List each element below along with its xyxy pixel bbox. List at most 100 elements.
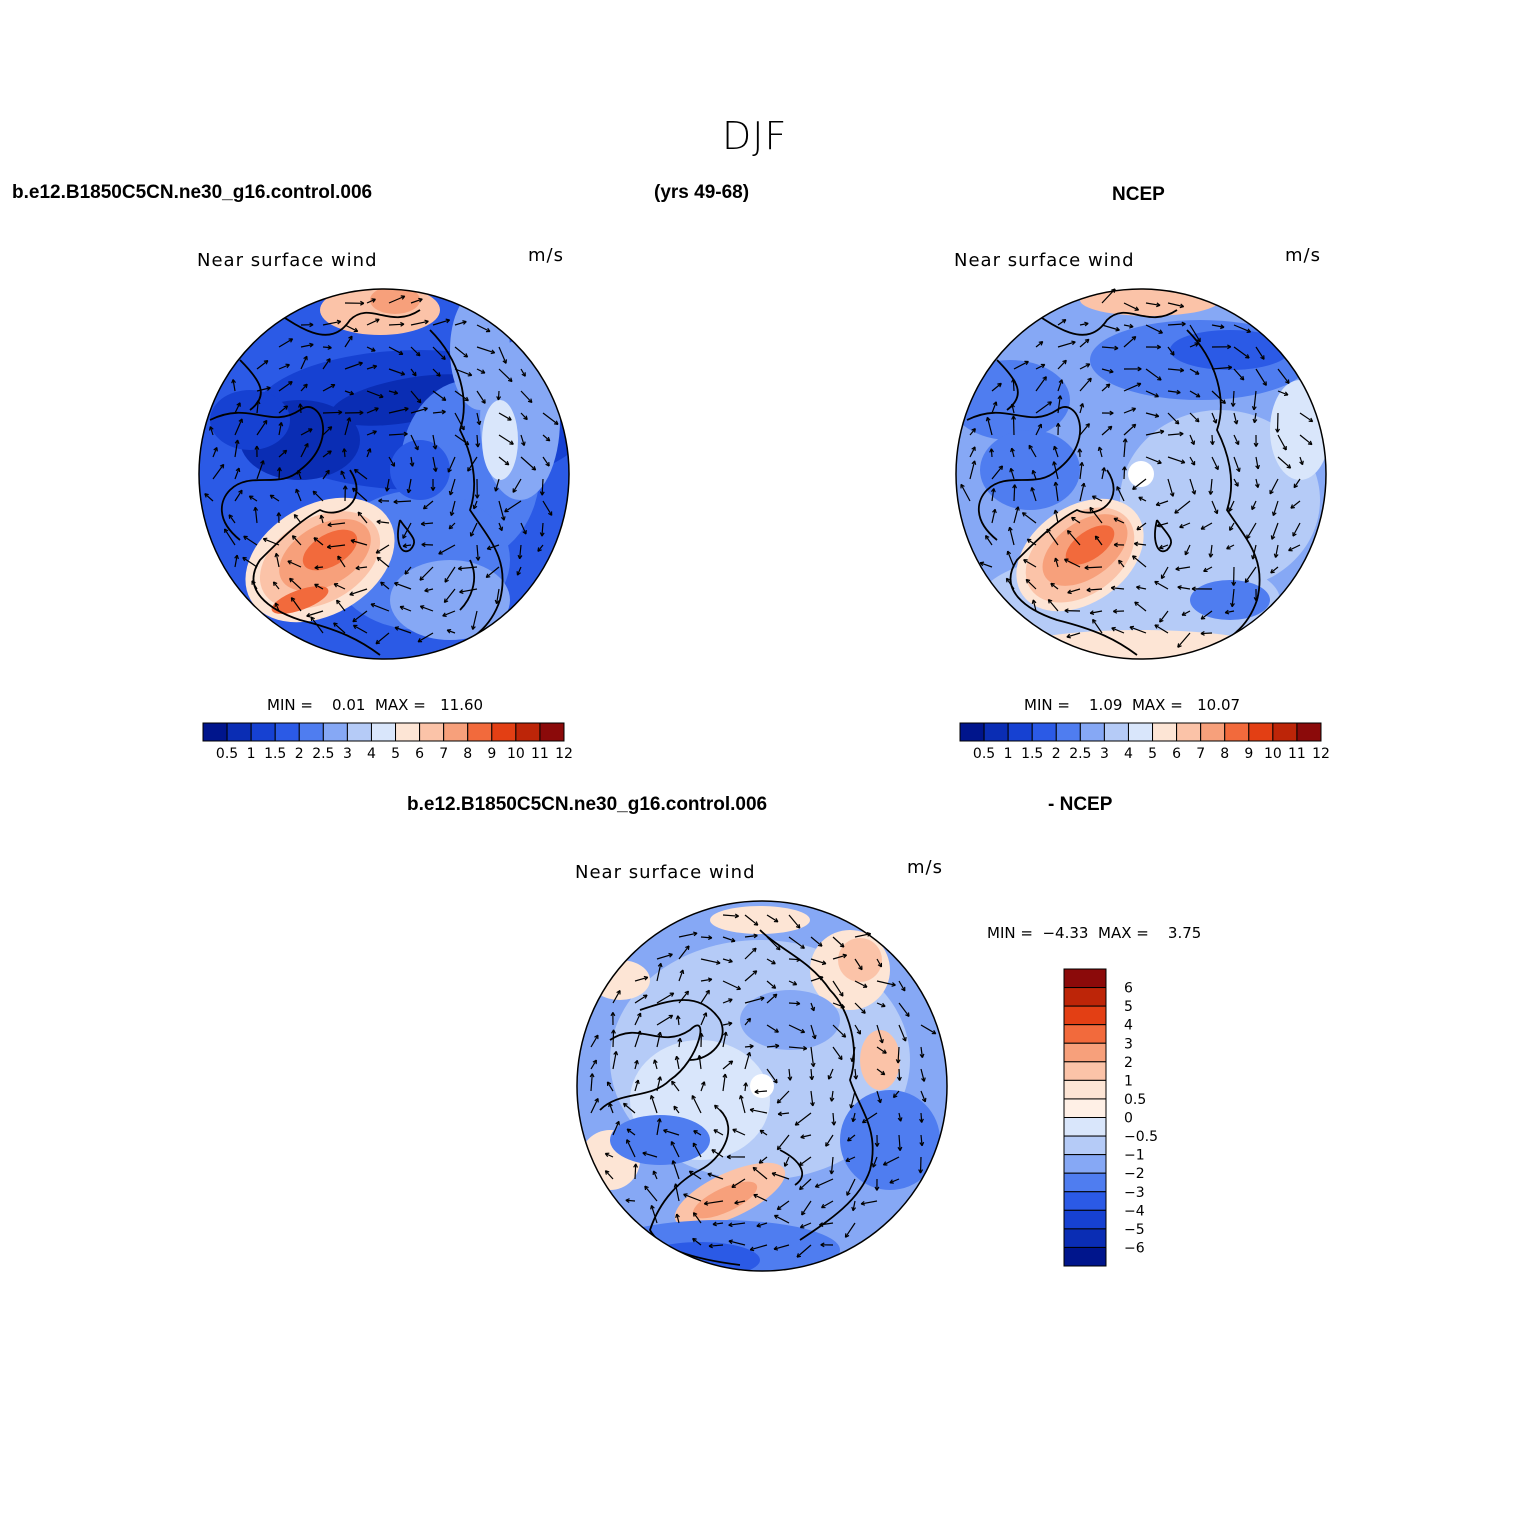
wind-vector-head: [1110, 587, 1115, 591]
wind-vector: [704, 1200, 724, 1205]
colorbar-tick-label: 11: [1288, 746, 1306, 762]
wind-vector: [766, 914, 779, 923]
wind-vector-head: [325, 469, 330, 473]
wind-vector: [728, 1222, 746, 1226]
wind-vector: [312, 490, 324, 502]
colorbar-box: [298, 722, 324, 742]
wind-vector-head: [555, 420, 559, 425]
wind-vector: [1057, 359, 1067, 370]
wind-vector-head: [303, 355, 308, 360]
wind-vector: [212, 447, 218, 458]
max-value: 10.07: [1197, 696, 1241, 714]
wind-vector: [410, 320, 429, 326]
wind-vector-head: [366, 448, 371, 452]
wind-vector: [876, 980, 896, 986]
wind-vector: [1156, 522, 1169, 527]
wind-vector: [520, 412, 528, 420]
wind-vector-head: [876, 1186, 880, 1191]
wind-vector-head: [1180, 303, 1185, 308]
wind-vector-head: [1089, 507, 1092, 512]
wind-vector-head: [851, 1058, 855, 1063]
wind-vector-head: [683, 1193, 687, 1198]
wind-vector: [700, 989, 710, 1004]
wind-vector: [708, 1244, 724, 1247]
wind-vector: [388, 407, 409, 414]
colorbar-box: [1176, 722, 1202, 742]
wind-vector-head: [1122, 466, 1126, 471]
wind-vector: [898, 1002, 910, 1017]
colorbar-tick-label: −5: [1124, 1222, 1145, 1238]
wind-vector-head: [907, 1012, 910, 1017]
wind-vector: [1233, 324, 1251, 333]
wind-vector: [278, 364, 290, 370]
colorbar-tick-label: 12: [555, 746, 573, 762]
wind-vector: [851, 1046, 856, 1062]
wind-vector-head: [1031, 470, 1034, 475]
wind-vector-head: [1177, 645, 1182, 648]
wind-vector-head: [404, 406, 409, 410]
colorbar-tick-label: 2.5: [312, 746, 334, 762]
wind-vector: [1079, 423, 1090, 436]
wind-vector-head: [772, 993, 777, 996]
wind-vector: [675, 1056, 680, 1070]
wind-vector: [300, 343, 314, 348]
wind-vector: [985, 535, 993, 546]
wind-vector-head: [517, 572, 521, 576]
wind-vector-head: [1057, 395, 1061, 400]
wind-vector: [734, 1200, 746, 1204]
wind-vector: [799, 1178, 812, 1191]
colorbar-box: [1063, 1209, 1107, 1230]
wind-vector: [1253, 390, 1257, 411]
wind-vector-head: [462, 320, 467, 323]
wind-vector: [653, 1059, 658, 1070]
wind-vector: [1111, 587, 1125, 590]
wind-vector: [1022, 512, 1037, 524]
wind-vector: [423, 500, 434, 510]
wind-vector: [711, 1149, 724, 1158]
wind-vector: [920, 1024, 937, 1035]
wind-vector-head: [282, 449, 287, 452]
wind-vector-head: [1053, 557, 1057, 563]
wind-vector-head: [1090, 612, 1095, 616]
wind-vector: [322, 426, 333, 436]
wind-vector-head: [814, 1034, 817, 1039]
wind-vector: [1174, 500, 1191, 514]
wind-vector: [744, 947, 757, 960]
colorbar-tick-label: 2: [1052, 746, 1061, 762]
wind-vector: [344, 390, 354, 395]
wind-vector-head: [1101, 467, 1105, 471]
wind-vector-head: [1155, 413, 1160, 417]
wind-vector-head: [402, 535, 407, 539]
wind-vector: [712, 1222, 724, 1226]
colorbar-box: [1063, 1191, 1107, 1211]
wind-vector: [278, 405, 288, 414]
wind-vector: [459, 588, 478, 593]
wind-vector: [476, 346, 495, 354]
wind-vector-head: [713, 1105, 717, 1110]
wind-vector: [417, 632, 434, 643]
colorbar-tick-label: 3: [1124, 1036, 1133, 1052]
wind-vector-head: [336, 600, 338, 605]
wind-vector-head: [1097, 446, 1100, 452]
wind-vector: [1010, 468, 1015, 480]
wind-vector-head: [449, 491, 454, 496]
wind-vector-head: [253, 506, 256, 512]
wind-vector-head: [833, 1121, 837, 1126]
wind-vector: [388, 295, 405, 304]
wind-vector: [1118, 559, 1125, 568]
wind-vector: [1101, 383, 1111, 392]
wind-vector: [1101, 288, 1116, 304]
wind-vector: [485, 566, 500, 578]
wind-vector: [495, 588, 500, 604]
wind-vector-head: [881, 1038, 884, 1044]
wind-vector-head: [419, 605, 424, 610]
wind-vector-head: [1223, 399, 1226, 404]
wind-vector-head: [892, 982, 896, 986]
wind-vector: [850, 1090, 856, 1109]
wind-vector-head: [811, 1075, 815, 1081]
wind-vector-head: [380, 581, 383, 587]
wind-vector: [497, 390, 500, 401]
wind-vector-head: [1197, 417, 1200, 422]
wind-vector-head: [705, 989, 710, 993]
wind-vector-head: [997, 382, 1002, 385]
